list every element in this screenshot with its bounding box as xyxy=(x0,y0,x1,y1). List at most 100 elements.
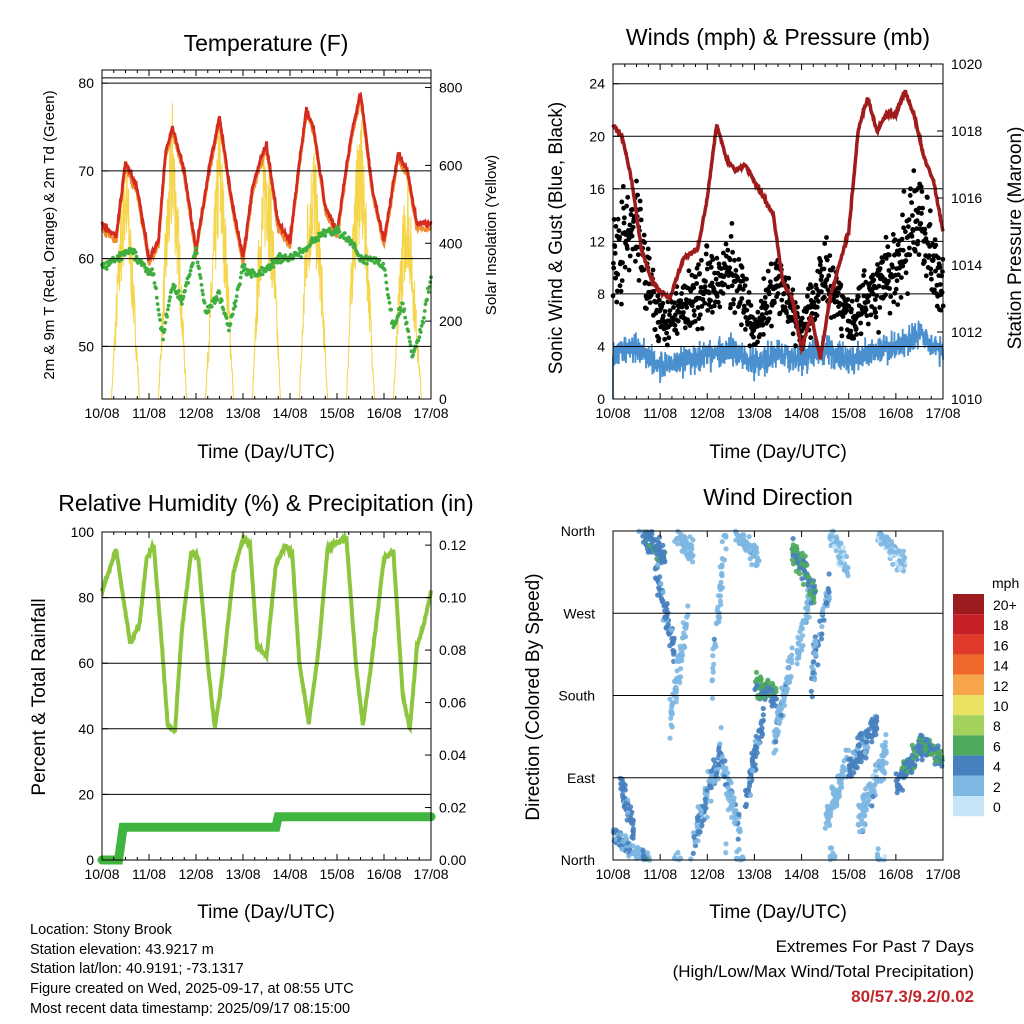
gust-point xyxy=(881,284,886,290)
gust-point xyxy=(696,316,702,321)
winds-ylabel-right: Station Pressure (Maroon) xyxy=(1005,127,1024,350)
direction-point xyxy=(834,798,840,804)
direction-point xyxy=(826,571,832,577)
gust-point xyxy=(655,293,661,299)
gust-point xyxy=(620,184,626,189)
gust-point xyxy=(824,277,830,282)
direction-point xyxy=(669,724,675,730)
y-tick-label: 20 xyxy=(78,786,94,802)
dewpoint-point xyxy=(428,280,433,284)
gust-point xyxy=(906,217,912,223)
direction-point xyxy=(754,745,760,751)
gust-point xyxy=(885,244,891,250)
direction-point xyxy=(811,595,817,601)
direction-point xyxy=(688,856,694,862)
direction-point xyxy=(830,787,837,793)
gust-point xyxy=(814,304,820,310)
gust-point xyxy=(779,297,785,303)
gust-point xyxy=(907,193,913,198)
legend-swatch xyxy=(953,775,984,796)
gust-point xyxy=(883,234,889,240)
y2-tick-label: 600 xyxy=(439,157,463,173)
direction-point xyxy=(893,549,900,555)
dewpoint-point xyxy=(206,309,211,314)
gust-point xyxy=(790,331,796,337)
direction-point xyxy=(630,850,636,857)
dewpoint-point xyxy=(191,261,195,266)
gust-point xyxy=(934,303,940,309)
direction-point xyxy=(707,775,714,782)
direction-point xyxy=(785,665,791,671)
x-tick-label: 13/08 xyxy=(737,405,772,421)
gust-point xyxy=(622,264,628,270)
direction-point xyxy=(718,725,724,731)
gust-point xyxy=(927,208,933,214)
legend-label: 18 xyxy=(993,617,1009,633)
direction-point xyxy=(687,542,693,548)
direction-point xyxy=(826,589,832,595)
dewpoint-point xyxy=(199,283,204,287)
gust-point xyxy=(647,300,653,305)
gust-point xyxy=(799,315,805,321)
y-tick-label: North xyxy=(561,852,595,868)
direction-point xyxy=(752,738,758,744)
y-tick-label: 80 xyxy=(78,75,94,91)
direction-point xyxy=(900,548,907,554)
gust-point xyxy=(914,226,920,232)
gust-point xyxy=(677,309,682,315)
direction-point xyxy=(620,839,626,845)
gust-point xyxy=(874,293,880,299)
direction-point xyxy=(701,803,707,810)
direction-point xyxy=(877,765,883,772)
direction-point xyxy=(643,534,649,541)
gust-point xyxy=(922,259,927,265)
direction-point xyxy=(675,541,681,547)
gust-point xyxy=(733,268,739,273)
direction-point xyxy=(736,846,742,853)
direction-point xyxy=(711,636,717,642)
dewpoint-point xyxy=(394,318,399,323)
legend-label: 2 xyxy=(993,779,1001,795)
extremes-heading: Extremes For Past 7 Days xyxy=(775,937,974,956)
gust-point xyxy=(710,257,716,262)
direction-point xyxy=(833,534,839,540)
dewpoint-point xyxy=(155,302,160,306)
direction-point xyxy=(793,555,800,561)
gust-point xyxy=(709,280,715,286)
gust-point xyxy=(678,298,684,304)
direction-point xyxy=(754,562,760,568)
direction-point xyxy=(800,633,806,639)
dewpoint-point xyxy=(425,297,429,302)
direction-point xyxy=(719,562,725,568)
legend-swatch xyxy=(953,755,984,776)
dewpoint-point xyxy=(195,260,200,265)
direction-point xyxy=(658,580,664,587)
winds-axes: 10/08 11/08 12/08 13/08 14/08 15/08 16/08 17/08… xyxy=(589,56,982,421)
gust-point xyxy=(900,212,905,218)
direction-point xyxy=(721,773,727,780)
direction-point xyxy=(619,846,625,852)
gust-point xyxy=(736,257,742,262)
direction-point xyxy=(690,850,696,857)
dewpoint-point xyxy=(412,347,417,352)
dewpoint-point xyxy=(407,335,411,340)
gust-point xyxy=(835,290,841,296)
gust-point xyxy=(728,234,734,239)
dewpoint-point xyxy=(194,246,198,251)
direction-point xyxy=(692,839,698,845)
gust-point xyxy=(739,296,745,301)
gust-point xyxy=(932,237,938,243)
x-tick-label: 10/08 xyxy=(84,405,119,421)
gust-point xyxy=(937,282,943,287)
gust-point xyxy=(809,284,814,290)
dewpoint-point xyxy=(186,281,191,285)
direction-point xyxy=(765,677,771,683)
x-tick-label: 12/08 xyxy=(178,866,213,882)
gust-point xyxy=(863,307,869,313)
gust-point xyxy=(747,343,753,349)
x-tick-label: 10/08 xyxy=(595,866,630,882)
gust-point xyxy=(898,295,904,300)
winds-pressure-chart: Winds (mph) & Pressure (mb) 10/08 11/08 12… xyxy=(546,24,1024,463)
direction-point xyxy=(869,734,875,740)
gust-point xyxy=(681,310,686,315)
